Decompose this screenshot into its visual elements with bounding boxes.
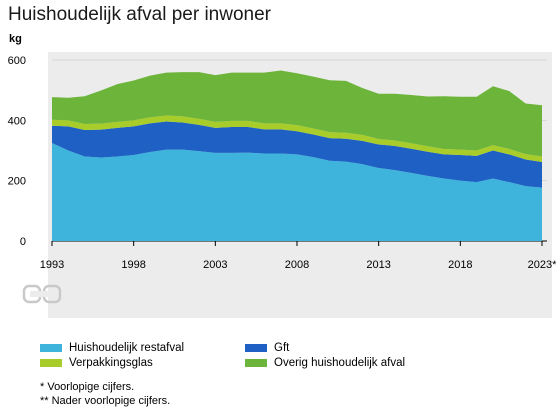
area-series-3 xyxy=(52,70,542,157)
footnote-preliminary: * Voorlopige cijfers. xyxy=(40,381,135,393)
y-axis-unit: kg xyxy=(9,33,22,45)
x-tick-label-1998: 1998 xyxy=(121,259,145,271)
chart-legend: Huishoudelijk restafval Gft Verpakkingsg… xyxy=(40,342,520,369)
area-series-0 xyxy=(52,142,542,241)
y-tick-label-600: 600 xyxy=(8,55,26,67)
x-tick-label-1993: 1993 xyxy=(40,259,64,271)
cbs-logo xyxy=(22,284,62,304)
legend-item-gft: Gft xyxy=(245,342,445,354)
x-tick-label-2013: 2013 xyxy=(366,259,390,271)
legend-label-gft: Gft xyxy=(274,342,290,354)
x-tick-label-2023: 2023* xyxy=(528,259,557,271)
legend-item-overig: Overig huishoudelijk afval xyxy=(245,357,445,369)
legend-swatch-overig xyxy=(245,359,267,367)
legend-item-restafval: Huishoudelijk restafval xyxy=(40,342,245,354)
y-tick-label-400: 400 xyxy=(8,115,26,127)
footnotes: * Voorlopige cijfers. ** Nader voorlopig… xyxy=(40,380,170,408)
legend-label-overig: Overig huishoudelijk afval xyxy=(274,357,406,369)
x-tick-label-2018: 2018 xyxy=(448,259,472,271)
footnote-further-preliminary: ** Nader voorlopige cijfers. xyxy=(40,395,171,407)
legend-swatch-verpakkingsglas xyxy=(40,359,62,367)
x-tick-label-2008: 2008 xyxy=(285,259,309,271)
y-tick-label-200: 200 xyxy=(8,176,26,188)
x-tick-label-2003: 2003 xyxy=(203,259,227,271)
legend-swatch-gft xyxy=(245,344,267,352)
page-title: Huishoudelijk afval per inwoner xyxy=(8,4,271,25)
legend-swatch-restafval xyxy=(40,344,62,352)
legend-item-verpakkingsglas: Verpakkingsglas xyxy=(40,357,245,369)
legend-label-verpakkingsglas: Verpakkingsglas xyxy=(69,357,153,369)
legend-label-restafval: Huishoudelijk restafval xyxy=(69,342,185,354)
area-series-1 xyxy=(52,121,542,188)
y-tick-label-0: 0 xyxy=(20,236,26,248)
